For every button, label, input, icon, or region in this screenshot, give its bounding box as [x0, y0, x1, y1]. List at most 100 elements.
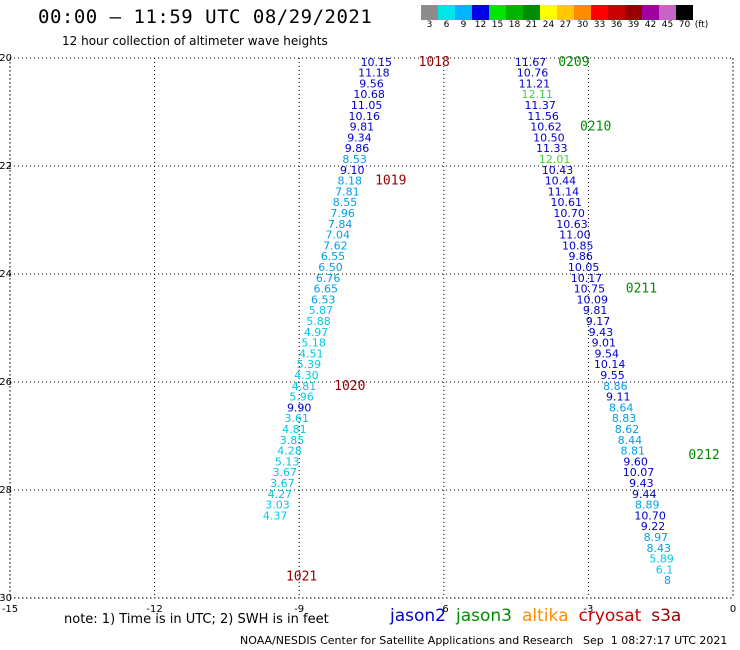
data-point-label: 9.86: [345, 142, 370, 155]
data-point-label: 10.62: [530, 121, 562, 134]
data-point-label: 11.14: [548, 185, 580, 198]
legend-swatch: [455, 5, 472, 20]
satellite-name: jason3: [456, 606, 512, 626]
legend-label: 24: [542, 20, 555, 30]
data-point-label: 8.62: [615, 423, 640, 436]
data-point-label: 8.44: [618, 434, 643, 447]
legend-swatch: [676, 5, 693, 20]
data-point-label: 3.61: [285, 412, 310, 425]
data-point-label: 8.53: [342, 153, 367, 166]
data-point-label: 5.88: [306, 315, 331, 328]
data-point-label: 4.37: [263, 509, 288, 522]
data-point-label: 5.18: [301, 337, 326, 350]
data-point-label: 5.87: [309, 304, 334, 317]
data-point-label: 10.14: [594, 358, 626, 371]
data-point-label: 10.43: [542, 164, 574, 177]
data-point-label: 6.1: [656, 563, 674, 576]
data-point-label: 10.75: [574, 283, 606, 296]
y-tick-label: -28: [0, 485, 12, 496]
data-point-label: 11.00: [559, 229, 591, 242]
data-point-label: 6.53: [311, 293, 336, 306]
data-point-label: 11.05: [351, 99, 383, 112]
data-point-label: 4.81: [282, 423, 307, 436]
data-point-label: 10.05: [568, 261, 600, 274]
chart-title: 00:00 – 11:59 UTC 08/29/2021: [38, 6, 373, 28]
data-point-label: 8.89: [635, 499, 660, 512]
data-point-label: 7.84: [328, 218, 353, 231]
chart-subtitle: 12 hour collection of altimeter wave hei…: [62, 34, 328, 48]
data-point-label: 7.04: [326, 229, 351, 242]
legend-label: 12: [474, 20, 487, 30]
y-tick-label: -24: [0, 269, 12, 280]
data-point-label: 5.39: [297, 358, 322, 371]
data-point-label: 11.56: [527, 110, 559, 123]
data-point-label: 8.64: [609, 401, 634, 414]
data-point-label: 8.81: [620, 445, 645, 458]
legend-label: 33: [593, 20, 606, 30]
data-point-label: 10.76: [517, 67, 549, 80]
x-tick-label: -6: [439, 604, 449, 615]
legend-label: 42: [644, 20, 657, 30]
data-point-label: 9.90: [287, 401, 312, 414]
data-point-label: 9.56: [359, 77, 384, 90]
legend-label: 9: [460, 20, 467, 30]
legend-label: 27: [559, 20, 572, 30]
time-annotation: 0210: [580, 120, 611, 135]
data-point-label: 9.34: [347, 131, 372, 144]
satellite-name: s3a: [651, 606, 682, 626]
legend-swatch: [557, 5, 574, 20]
data-point-label: 9.22: [641, 520, 666, 533]
data-point-label: 11.18: [358, 67, 390, 80]
x-tick-label: -3: [583, 604, 593, 615]
time-annotation: 0211: [626, 282, 657, 297]
data-point-label: 6.76: [316, 272, 341, 285]
legend-label: 3: [426, 20, 433, 30]
legend-label: 45: [661, 20, 674, 30]
time-annotation: 0212: [688, 448, 719, 463]
data-point-label: 9.86: [568, 250, 593, 263]
satellite-name: altika: [522, 606, 569, 626]
satellite-name: jason2: [390, 606, 446, 626]
legend-swatch: [608, 5, 625, 20]
data-point-label: 4.28: [277, 445, 302, 458]
data-point-label: 9.60: [623, 455, 648, 468]
time-annotation: 1019: [375, 174, 406, 189]
data-point-label: 10.09: [577, 293, 609, 306]
legend-label: 36: [610, 20, 623, 30]
credit-text: NOAA/NESDIS Center for Satellite Applica…: [240, 634, 574, 647]
data-point-label: 10.68: [353, 88, 385, 101]
legend-label: 18: [508, 20, 521, 30]
legend-unit: (ft): [694, 20, 709, 30]
data-point-label: 6.50: [318, 261, 343, 274]
data-point-label: 6.55: [321, 250, 346, 263]
data-point-label: 8.43: [647, 542, 672, 555]
data-point-label: 9.44: [632, 488, 657, 501]
data-point-label: 10.07: [623, 466, 655, 479]
data-point-label: 10.17: [571, 272, 603, 285]
data-point-label: 9.10: [340, 164, 365, 177]
legend-labels: 3 6 9 12 15 18 21 24 27 30 33 36 39 42 45 70 (ft): [421, 20, 710, 30]
satellite-name: cryosat: [578, 606, 642, 626]
legend-swatch: [625, 5, 642, 20]
data-point-label: 11.33: [536, 142, 568, 155]
data-point-label: 9.43: [589, 326, 614, 339]
legend-swatch: [591, 5, 608, 20]
data-point-label: 7.62: [323, 239, 348, 252]
data-point-label: 3.67: [270, 477, 295, 490]
y-tick-label: -22: [0, 161, 12, 172]
data-point-label: 10.50: [533, 131, 565, 144]
data-point-label: 10.70: [553, 207, 585, 220]
data-point-label: 4.30: [294, 369, 319, 382]
data-point-label: 9.01: [592, 337, 617, 350]
color-legend: 3 6 9 12 15 18 21 24 27 30 33 36 39 42 45 70 (ft): [421, 5, 710, 30]
data-point-label: 5.13: [275, 455, 300, 468]
y-tick-label: -26: [0, 377, 12, 388]
data-point-label: 10.61: [550, 196, 582, 209]
data-point-label: 7.81: [335, 185, 360, 198]
data-point-label: 4.51: [299, 347, 324, 360]
data-point-label: 10.85: [562, 239, 594, 252]
data-point-label: 5.89: [649, 553, 674, 566]
y-tick-label: -20: [0, 53, 12, 64]
legend-swatch: [489, 5, 506, 20]
